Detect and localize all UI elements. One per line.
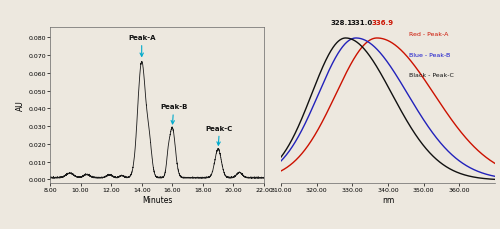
Text: Red - Peak-A: Red - Peak-A [410,32,449,37]
Text: 331.0: 331.0 [350,20,372,26]
Text: Peak-A: Peak-A [128,35,156,57]
Text: Peak-B: Peak-B [160,104,188,124]
Y-axis label: AU: AU [16,100,26,111]
X-axis label: nm: nm [382,195,394,204]
Text: Peak-C: Peak-C [206,125,233,146]
Text: Black - Peak-C: Black - Peak-C [410,73,455,78]
X-axis label: Minutes: Minutes [142,195,172,204]
Text: 328.1: 328.1 [331,20,353,26]
Text: 336.9: 336.9 [372,20,394,26]
Text: Blue - Peak-B: Blue - Peak-B [410,52,451,57]
